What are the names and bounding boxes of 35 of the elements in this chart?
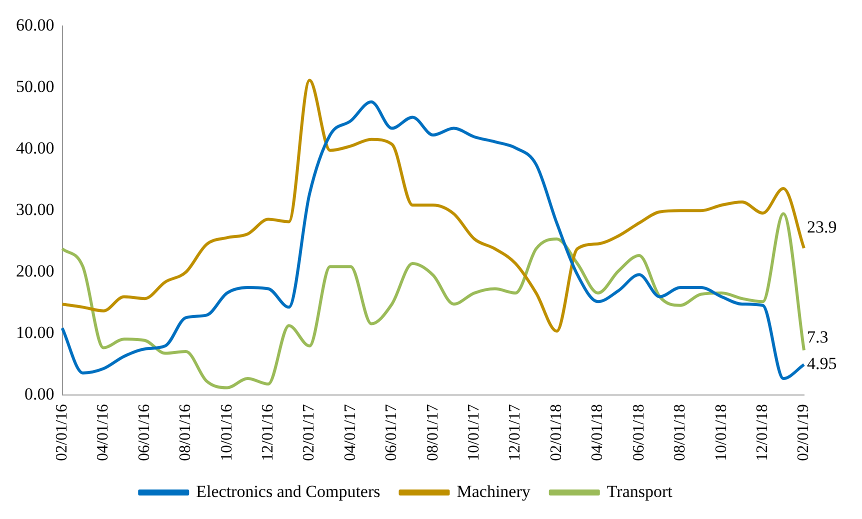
data-label: 7.3 [807,328,828,347]
x-tick-label: 08/01/16 [177,404,194,461]
x-tick-label: 08/01/17 [424,404,442,461]
x-tick-label: 04/01/16 [94,404,112,461]
y-tick-label: 50.00 [16,77,54,96]
x-tick-label: 10/01/16 [218,404,236,461]
y-tick-label: 40.00 [16,138,54,158]
y-tick-label: 30.00 [16,200,54,220]
x-tick-label: 08/01/18 [672,404,689,461]
x-tick-label: 10/01/18 [712,404,730,461]
data-label: 4.95 [807,354,837,374]
x-tick-label: 12/01/17 [506,404,524,461]
line-series [60,212,806,390]
x-tick-label: 02/01/18 [548,404,565,461]
x-tick-label: 02/01/17 [300,404,318,461]
x-tick-label: 04/01/18 [589,404,606,461]
data-label: 23.9 [807,218,837,237]
x-tick-label: 12/01/16 [259,404,276,461]
legend-label: Transport [606,482,673,501]
x-tick-label: 06/01/17 [383,404,400,461]
x-tick-label: 04/01/17 [342,404,359,461]
x-tick-label: 10/01/17 [466,404,483,461]
x-tick-label: 02/01/16 [53,404,70,461]
x-tick-label: 12/01/18 [754,404,771,461]
y-tick-label: 0.00 [24,384,54,404]
x-tick-label: 06/01/16 [136,404,153,461]
legend-label: Electronics and Computers [196,482,380,501]
y-tick-label: 20.00 [16,262,54,281]
x-tick-label: 06/01/18 [630,404,648,461]
legend-label: Machinery [456,482,531,501]
line-series [60,78,806,333]
y-tick-label: 60.00 [16,16,54,35]
x-tick-label: 02/01/19 [795,404,812,461]
y-tick-label: 10.00 [16,323,54,342]
line-series [60,100,806,380]
